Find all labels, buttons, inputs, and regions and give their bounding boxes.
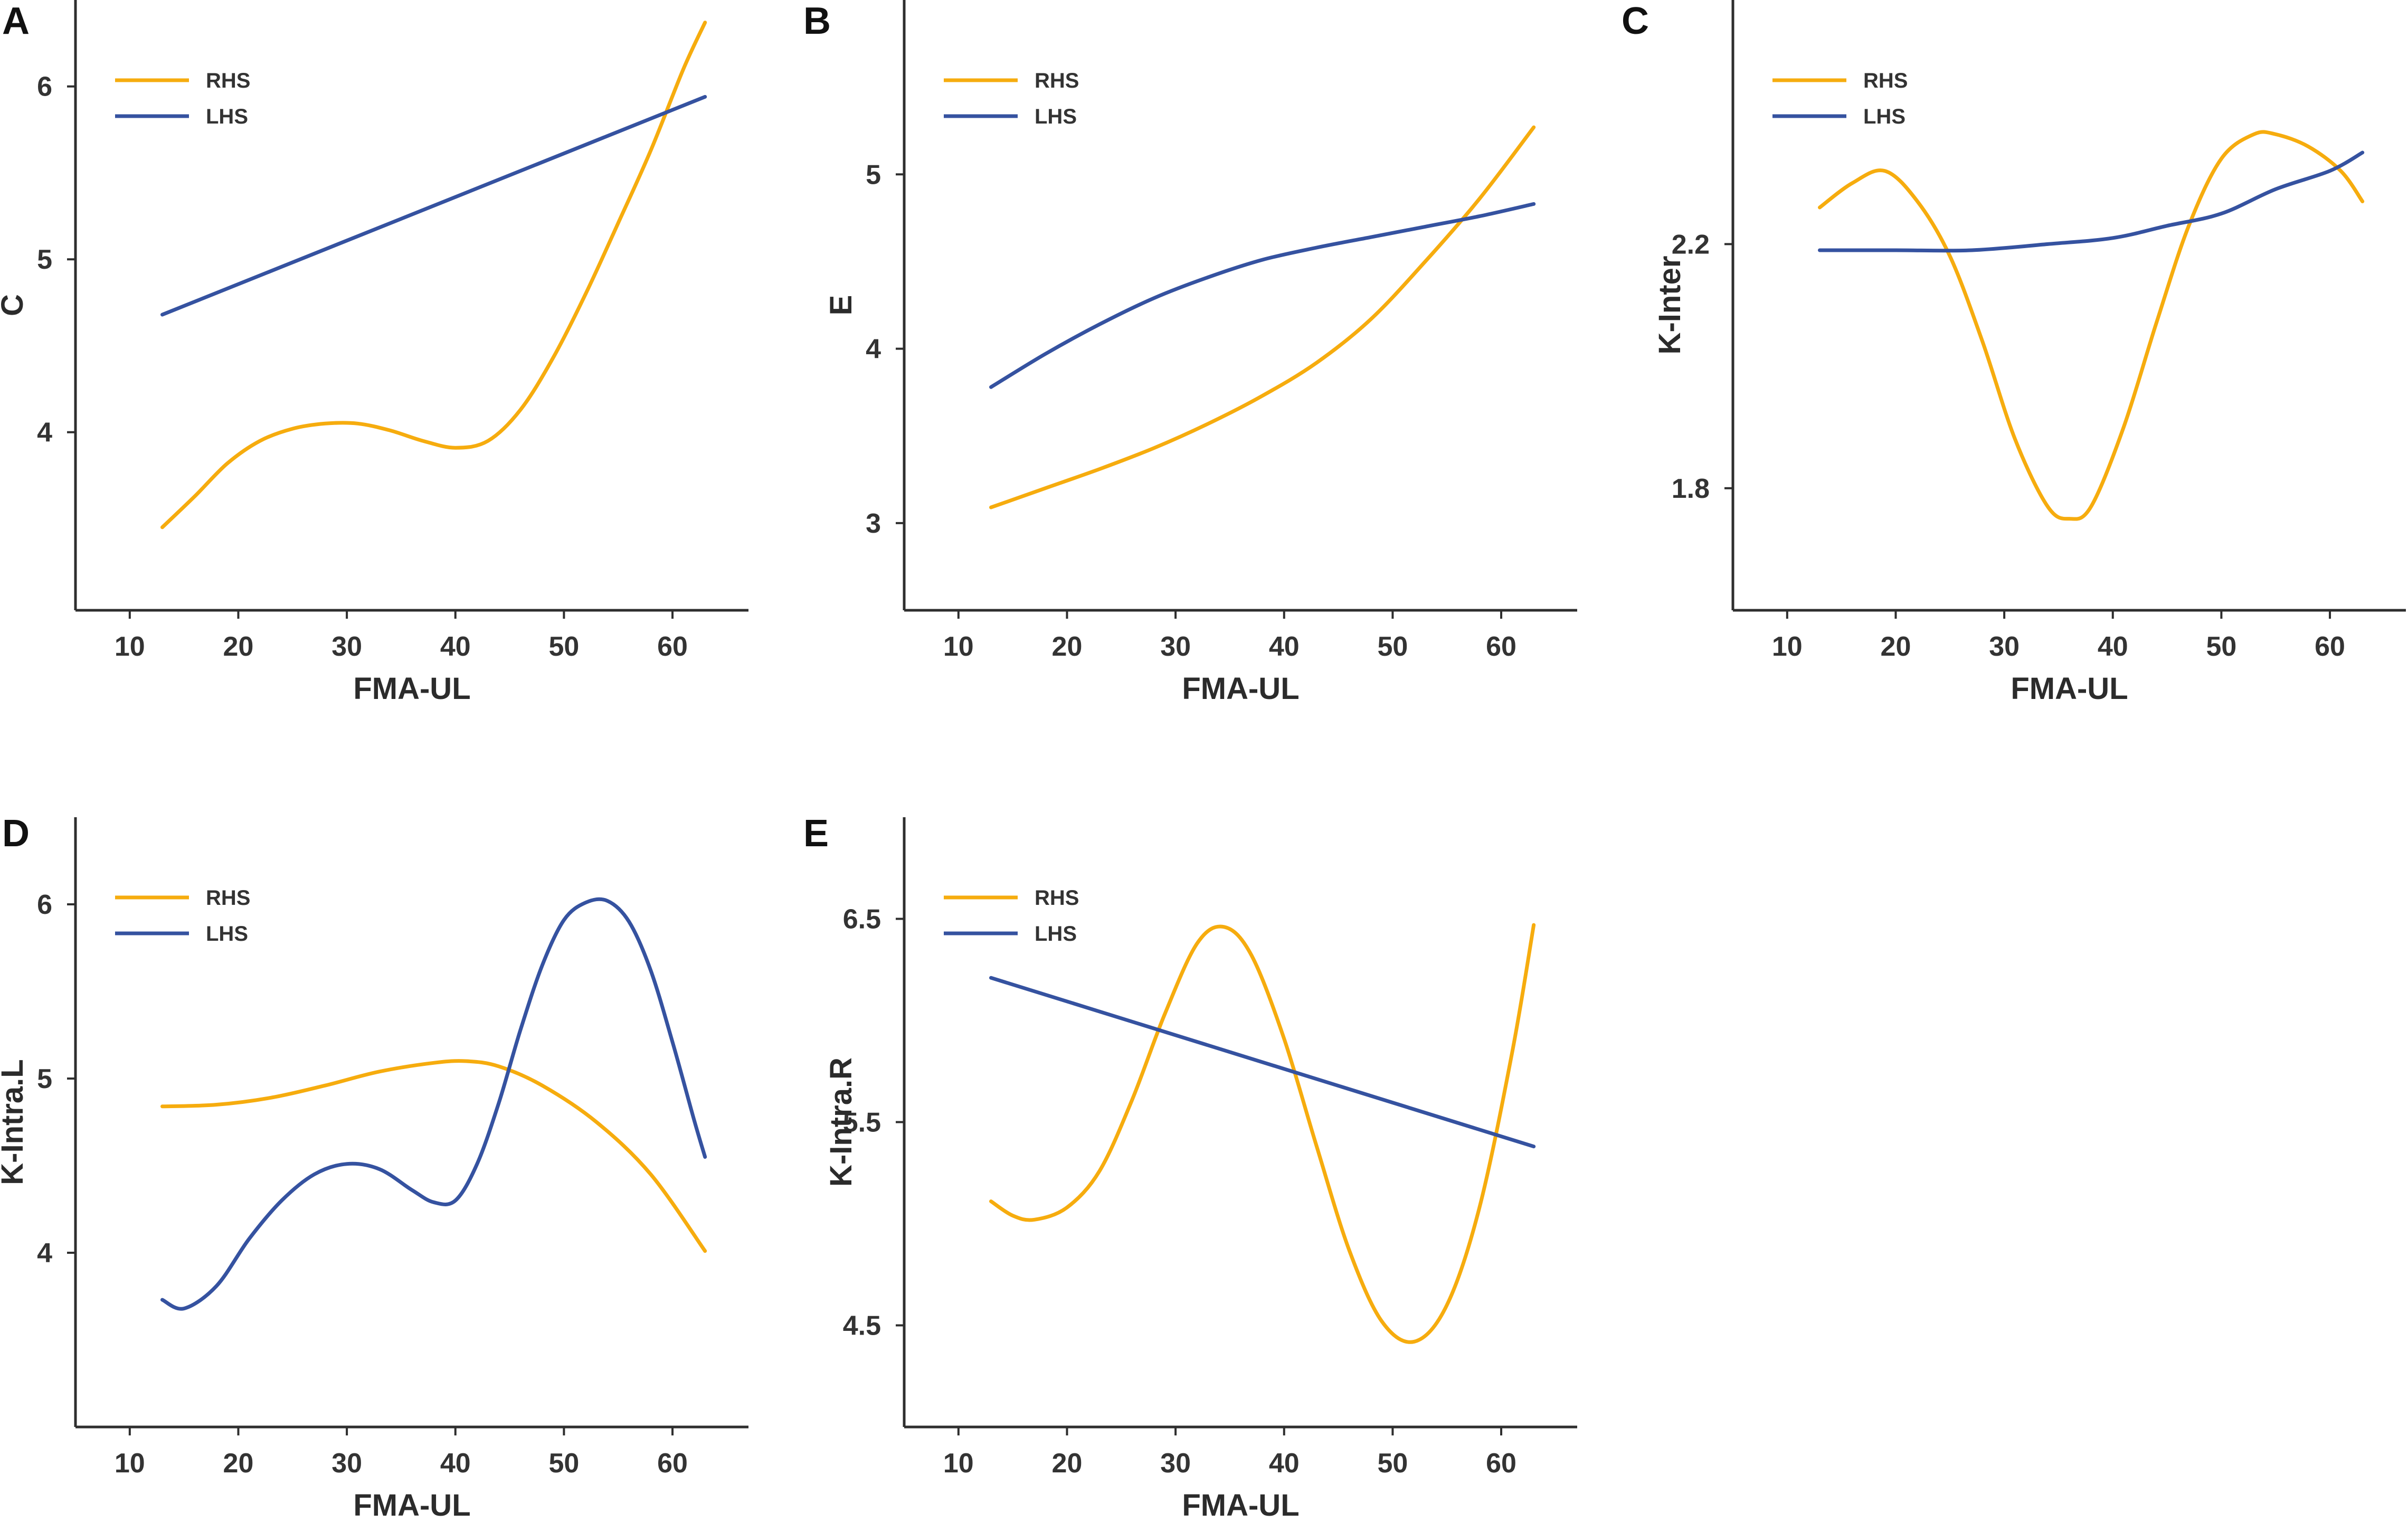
y-axis-title: C: [0, 294, 30, 316]
x-tick-label: 40: [440, 1448, 471, 1479]
x-tick-label: 30: [1160, 631, 1191, 662]
legend: RHS LHS: [944, 886, 1079, 946]
series-line-lhs: [989, 976, 1536, 1149]
x-tick-label: 30: [331, 631, 362, 662]
legend-label-lhs: LHS: [1035, 922, 1077, 946]
x-tick-label: 40: [1269, 631, 1300, 662]
x-tick-label: 50: [2206, 631, 2236, 662]
legend-label-lhs: LHS: [1863, 105, 1905, 128]
series-line-lhs: [160, 94, 707, 317]
x-tick-label: 40: [1269, 1448, 1300, 1479]
y-axis-title: E: [824, 295, 858, 316]
x-tick-label: 10: [1772, 631, 1803, 662]
panel-letter: C: [1622, 0, 1649, 42]
y-axis-title: K-Intra.R: [824, 1057, 858, 1187]
x-tick-label: 30: [1160, 1448, 1191, 1479]
x-tick-label: 40: [440, 631, 471, 662]
x-tick-label: 40: [2098, 631, 2128, 662]
panel-d: D 10 20 30 40 50 60 4 5 6 FMA-UL K-Intra.L RHS LHS: [0, 812, 748, 1522]
x-axis-title: FMA-UL: [353, 672, 470, 706]
x-axis-title: FMA-UL: [1182, 1488, 1299, 1522]
panel-letter: A: [2, 0, 30, 42]
series-line-lhs: [989, 202, 1536, 389]
x-axis-title: FMA-UL: [353, 1488, 470, 1522]
x-tick-label: 20: [223, 631, 254, 662]
x-tick-label: 50: [548, 1448, 579, 1479]
panel-e: E 10 20 30 40 50 60 4.5 5.5 6.5 FMA-UL K-Intra.R RHS…: [803, 812, 1577, 1522]
legend-label-rhs: RHS: [1035, 69, 1079, 92]
series-line-rhs: [160, 21, 707, 530]
y-tick-label: 5.5: [843, 1108, 881, 1138]
x-tick-label: 60: [657, 1448, 688, 1479]
y-tick-label: 4.5: [843, 1311, 881, 1341]
panel-b: B 10 20 30 40 50 60 3 4 5 FMA-UL E RHS LHS: [803, 0, 1577, 706]
legend-label-lhs: LHS: [1035, 105, 1077, 128]
x-tick-label: 60: [1486, 631, 1516, 662]
x-tick-label: 10: [115, 631, 145, 662]
y-tick-label: 4: [37, 418, 52, 448]
legend: RHS LHS: [115, 886, 250, 946]
series-line-rhs: [1818, 130, 2365, 521]
y-tick-label: 3: [866, 508, 881, 539]
y-tick-label: 4: [866, 334, 881, 365]
y-axis-title: K-Intra.L: [0, 1059, 30, 1185]
panel-letter: D: [2, 812, 30, 855]
x-tick-label: 20: [223, 1448, 254, 1479]
legend: RHS LHS: [115, 69, 250, 128]
x-tick-label: 10: [943, 631, 974, 662]
x-tick-label: 50: [1377, 1448, 1408, 1479]
panel-letter: E: [803, 812, 829, 855]
y-tick-label: 6.5: [843, 904, 881, 935]
x-tick-label: 20: [1052, 1448, 1083, 1479]
legend-label-rhs: RHS: [1035, 886, 1079, 910]
y-tick-label: 2.2: [1672, 229, 1710, 260]
y-tick-label: 1.8: [1672, 474, 1710, 504]
panel-letter: B: [803, 0, 831, 42]
series-line-rhs: [160, 1059, 707, 1253]
x-axis-title: FMA-UL: [2011, 672, 2128, 706]
series-line-rhs: [989, 125, 1536, 509]
y-tick-label: 5: [37, 1064, 52, 1094]
y-tick-label: 4: [37, 1238, 52, 1269]
x-tick-label: 10: [115, 1448, 145, 1479]
y-tick-label: 5: [866, 159, 881, 190]
legend: RHS LHS: [944, 69, 1079, 128]
x-tick-label: 60: [1486, 1448, 1516, 1479]
legend-label-lhs: LHS: [206, 105, 248, 128]
legend-label-rhs: RHS: [206, 69, 250, 92]
x-tick-label: 30: [1989, 631, 2020, 662]
y-tick-label: 5: [37, 244, 52, 275]
series-line-rhs: [989, 923, 1536, 1344]
legend-label-rhs: RHS: [1863, 69, 1908, 92]
x-tick-label: 50: [1377, 631, 1408, 662]
panel-a: A 10 20 30 40 50 60 4 5 6 FMA-UL C RHS LHS: [0, 0, 748, 706]
x-tick-label: 20: [1881, 631, 1911, 662]
x-tick-label: 60: [657, 631, 688, 662]
y-tick-label: 6: [37, 890, 52, 920]
y-axis-title: K-Inter: [1653, 256, 1687, 355]
x-tick-label: 30: [331, 1448, 362, 1479]
x-axis-title: FMA-UL: [1182, 672, 1299, 706]
panel-c: C 10 20 30 40 50 60 1.8 2.2 FMA-UL K-Inter RHS LHS: [1622, 0, 2406, 706]
legend: RHS LHS: [1772, 69, 1908, 128]
x-tick-label: 10: [943, 1448, 974, 1479]
x-tick-label: 50: [548, 631, 579, 662]
legend-label-lhs: LHS: [206, 922, 248, 946]
x-tick-label: 20: [1052, 631, 1083, 662]
y-tick-label: 6: [37, 72, 52, 102]
legend-label-rhs: RHS: [206, 886, 250, 910]
x-tick-label: 60: [2315, 631, 2345, 662]
series-line-lhs: [160, 897, 707, 1311]
series-line-lhs: [1818, 150, 2365, 253]
